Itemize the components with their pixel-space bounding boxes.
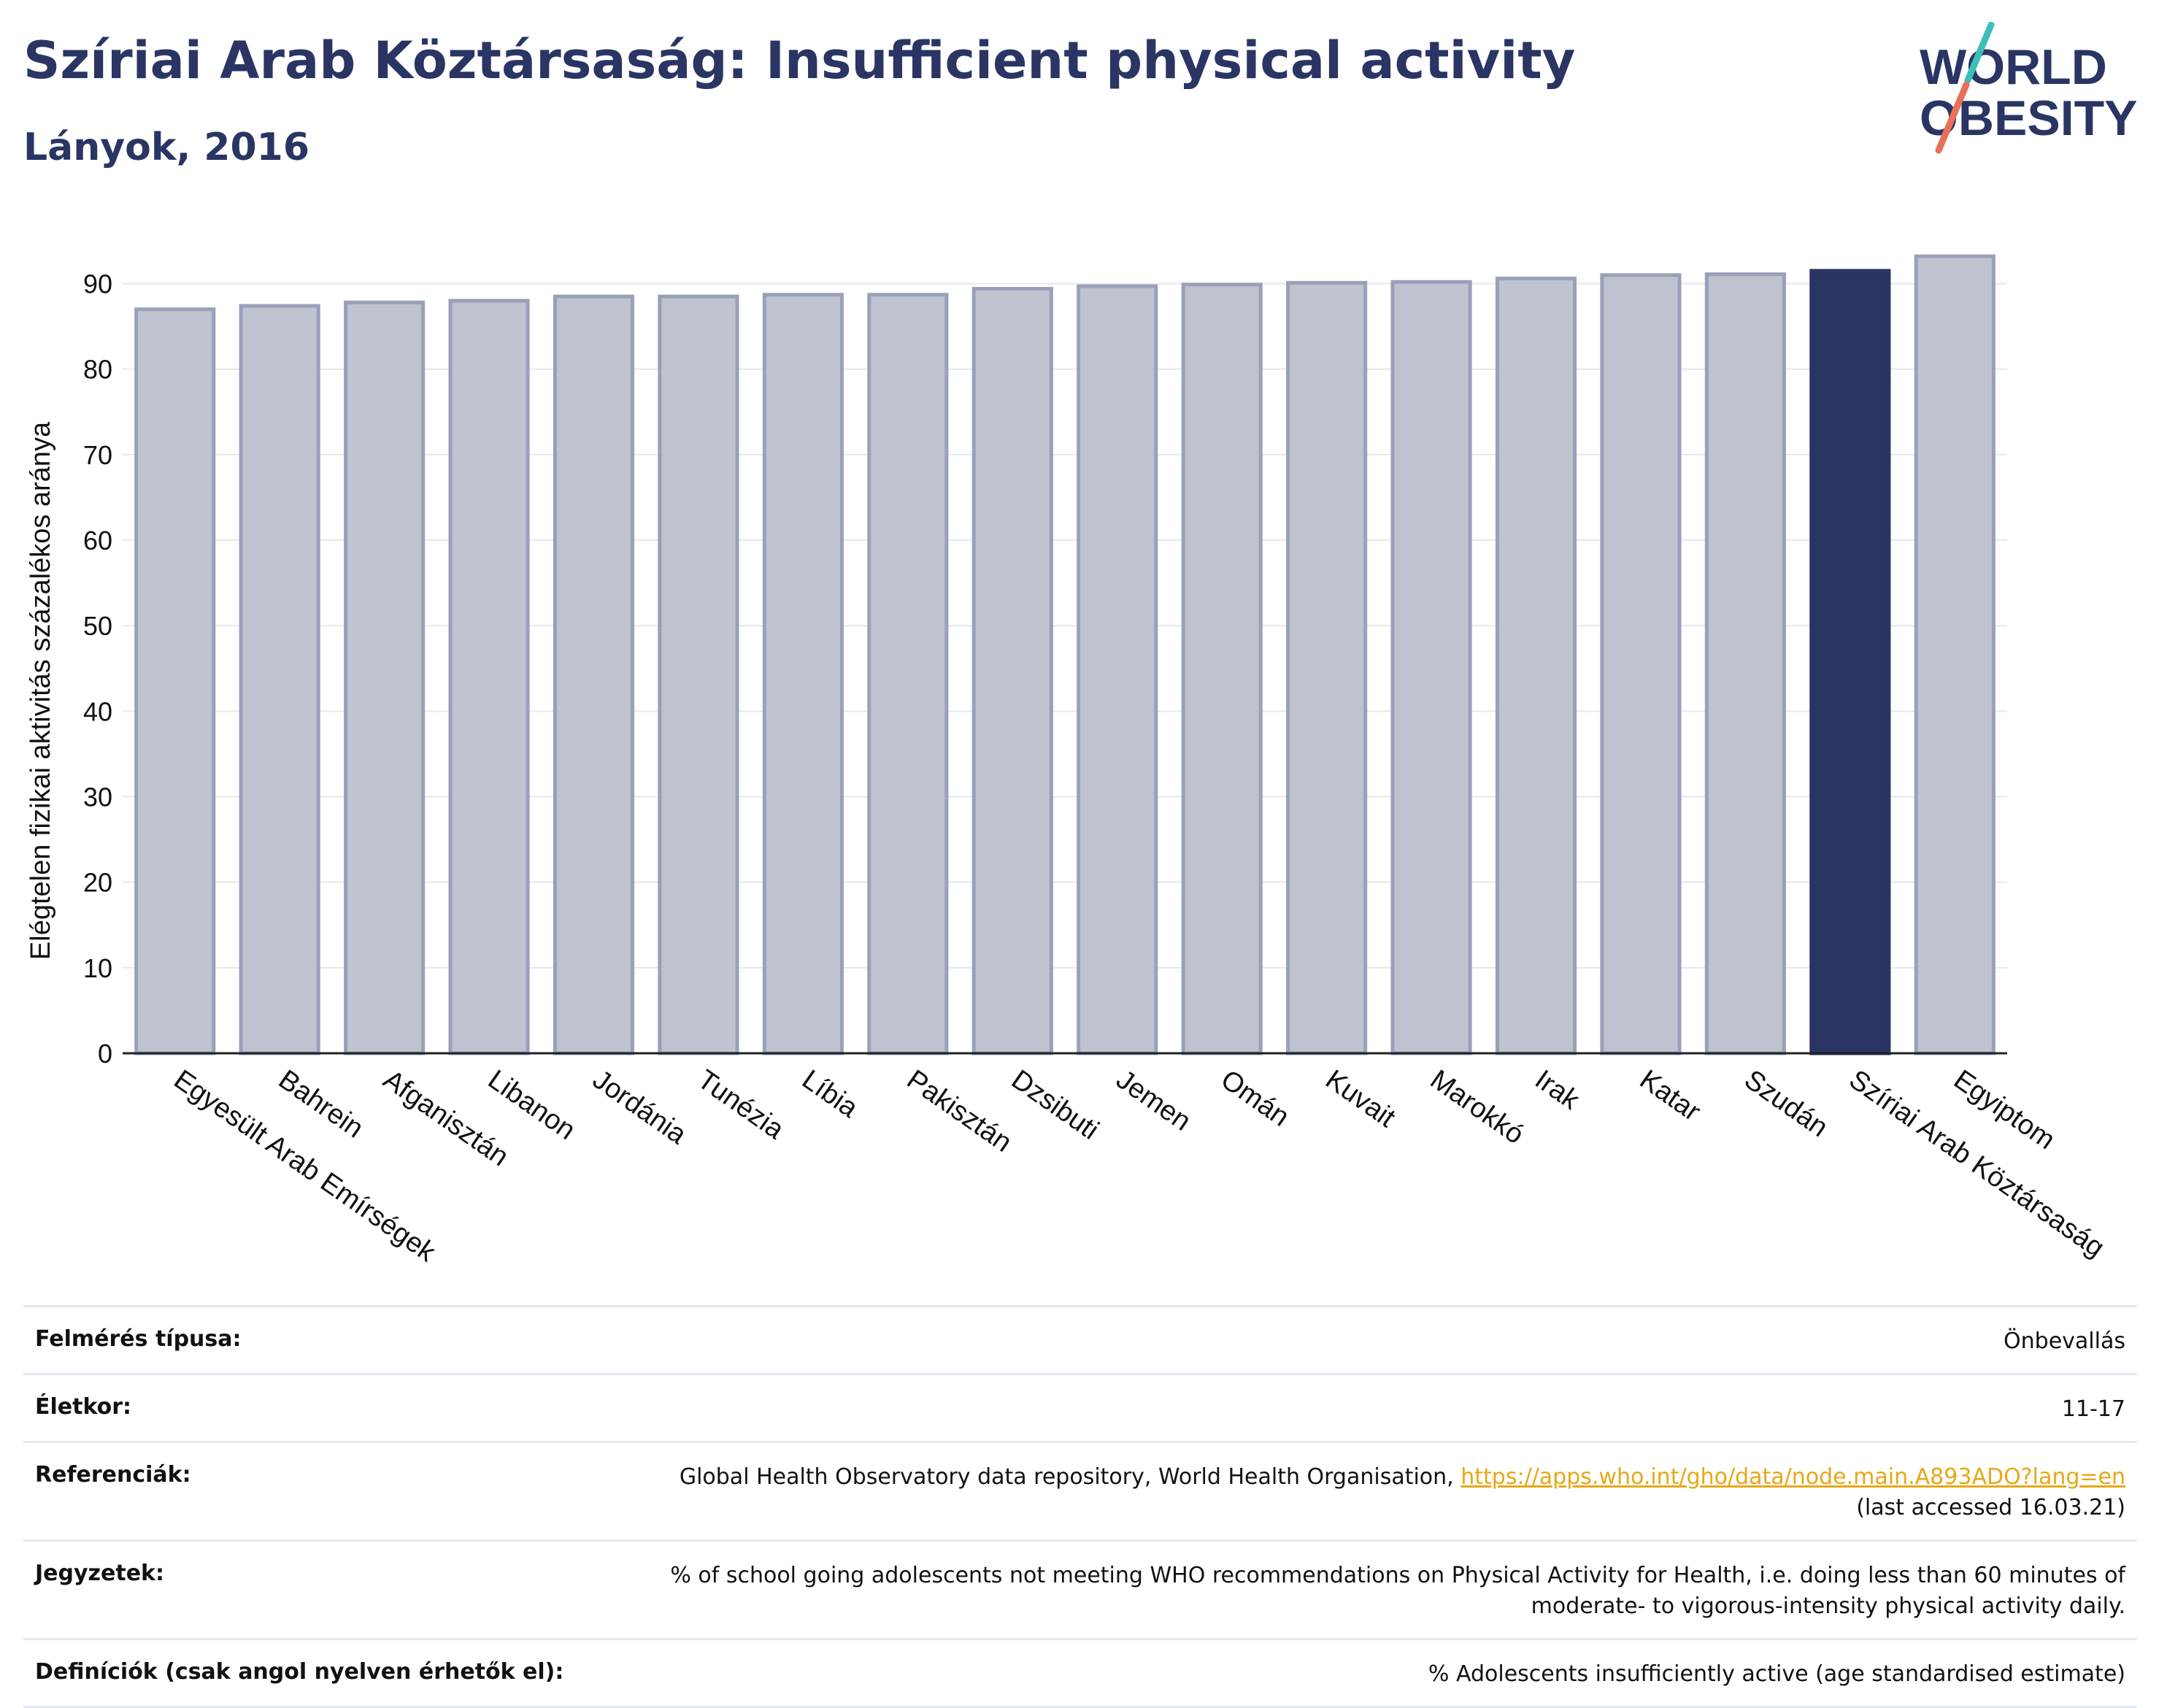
bar xyxy=(1600,273,1682,1055)
x-tick-label: Líbia xyxy=(796,1064,863,1124)
y-tick-label: 50 xyxy=(83,611,112,641)
x-tick-label: Dzsibuti xyxy=(1006,1064,1104,1146)
meta-label: Felmérés típusa: xyxy=(35,1326,242,1352)
x-tick-label: Tunézia xyxy=(692,1064,790,1146)
meta-value-text: Global Health Observatory data repositor… xyxy=(679,1464,1454,1490)
meta-row: Felmérés típusa: Önbevallás xyxy=(23,1305,2137,1373)
meta-value: % Adolescents insufficiently active (age… xyxy=(1428,1659,2125,1690)
bar xyxy=(239,304,320,1055)
y-axis-label: Elégtelen fizikai aktivitás százalékos a… xyxy=(26,421,56,960)
x-tick-label: Szudán xyxy=(1739,1064,1833,1143)
x-tick-label: Katar xyxy=(1634,1064,1706,1128)
x-tick-label: Jemen xyxy=(1111,1064,1197,1137)
bar xyxy=(1914,254,1996,1055)
bar xyxy=(553,294,635,1055)
x-tick-label: Pakisztán xyxy=(901,1064,1017,1158)
meta-value: % of school going adolescents not meetin… xyxy=(556,1561,2125,1622)
meta-label: Jegyzetek: xyxy=(35,1561,164,1586)
meta-value-text: 11-17 xyxy=(2061,1396,2125,1422)
meta-value: Global Health Observatory data repositor… xyxy=(680,1462,2125,1523)
y-tick-label: 10 xyxy=(83,953,112,983)
meta-row: Referenciák: Global Health Observatory da… xyxy=(23,1441,2137,1539)
y-tick-label: 90 xyxy=(83,269,112,299)
logo-text-line2: OBESITY xyxy=(1920,91,2138,146)
x-tick-label: Kuvait xyxy=(1320,1064,1401,1134)
x-tick-label: Marokkó xyxy=(1425,1064,1529,1150)
logo-text-line1: WORLD xyxy=(1920,39,2107,95)
meta-value-text: Önbevallás xyxy=(2004,1328,2125,1354)
y-tick-label: 30 xyxy=(83,782,112,812)
bar xyxy=(1704,272,1786,1055)
meta-value-text: % Adolescents insufficiently active (age… xyxy=(1428,1661,2125,1687)
bars xyxy=(134,254,1996,1055)
meta-label: Referenciák: xyxy=(35,1462,191,1488)
x-tick-label: Bahrein xyxy=(273,1064,369,1145)
y-tick-label: 0 xyxy=(98,1039,112,1069)
bar xyxy=(448,299,530,1055)
x-tick-label: Jordánia xyxy=(587,1064,692,1151)
page-title: Szíriai Arab Köztársaság: Insufficient p… xyxy=(23,31,1576,91)
bar xyxy=(1181,282,1263,1055)
x-tick-label: Irak xyxy=(1529,1064,1585,1116)
bar-highlight xyxy=(1809,269,1891,1055)
x-tick-label: Libanon xyxy=(482,1064,581,1146)
y-tick-label: 80 xyxy=(83,355,112,385)
meta-label: Életkor: xyxy=(35,1394,132,1420)
bar xyxy=(1390,280,1472,1055)
bar xyxy=(1077,284,1158,1055)
grid-lines xyxy=(123,282,2007,969)
bar xyxy=(971,287,1053,1055)
bar xyxy=(1495,277,1577,1055)
meta-value: 11-17 xyxy=(2062,1394,2125,1425)
y-tick-label: 20 xyxy=(83,868,112,898)
page-subtitle: Lányok, 2016 xyxy=(23,126,310,169)
logo-slash-teal xyxy=(1964,22,1995,84)
meta-value-text: % of school going adolescents not meetin… xyxy=(670,1563,2125,1619)
logo-slash-coral xyxy=(1935,81,1970,154)
meta-value-note: (last accessed 16.03.21) xyxy=(1856,1495,2125,1520)
meta-label: Definíciók (csak angol nyelven érhetők e… xyxy=(35,1659,564,1685)
bar xyxy=(658,294,739,1055)
meta-row: Jegyzetek: % of school going adolescents … xyxy=(23,1539,2137,1638)
meta-row: Definíciók (csak angol nyelven érhetők e… xyxy=(23,1638,2137,1708)
y-tick-label: 70 xyxy=(83,440,112,470)
bar xyxy=(762,293,844,1055)
metadata-table: Felmérés típusa: Önbevallás Életkor: 11-17 R… xyxy=(23,1305,2137,1708)
y-tick-label: 60 xyxy=(83,526,112,555)
reference-link[interactable]: https://apps.who.int/gho/data/node.main.… xyxy=(1460,1464,2125,1490)
y-tick-label: 40 xyxy=(83,696,112,726)
x-tick-label: Omán xyxy=(1215,1064,1295,1133)
meta-row: Életkor: 11-17 xyxy=(23,1373,2137,1441)
bar xyxy=(1286,280,1368,1055)
bar xyxy=(867,293,949,1055)
meta-value: Önbevallás xyxy=(2004,1326,2125,1357)
bar xyxy=(134,307,216,1055)
bar xyxy=(344,300,426,1055)
world-obesity-logo: WORLD OBESITY xyxy=(1920,22,2138,154)
